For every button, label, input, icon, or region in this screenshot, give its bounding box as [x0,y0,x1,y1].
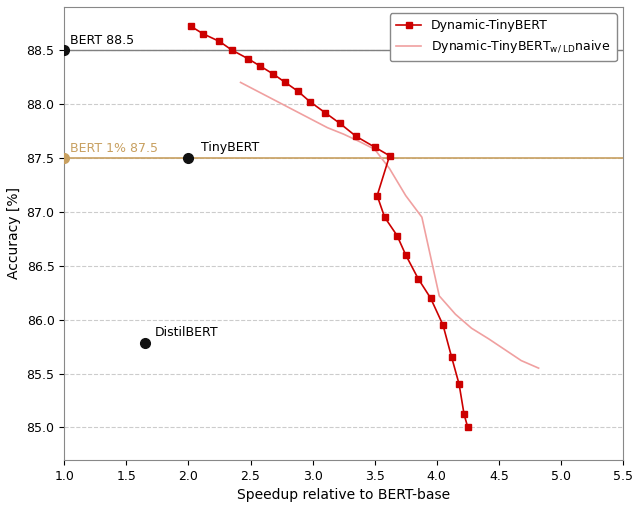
Y-axis label: Accuracy [%]: Accuracy [%] [7,187,21,279]
Legend: Dynamic-TinyBERT, Dynamic-TinyBERT$_{\mathregular{w/\ LD}}$naive: Dynamic-TinyBERT, Dynamic-TinyBERT$_{\ma… [390,13,617,62]
Text: DistilBERT: DistilBERT [155,326,218,339]
Text: BERT 1% 87.5: BERT 1% 87.5 [70,142,159,155]
Text: TinyBERT: TinyBERT [201,140,259,154]
X-axis label: Speedup relative to BERT-base: Speedup relative to BERT-base [237,488,450,502]
Text: BERT 88.5: BERT 88.5 [70,34,134,47]
